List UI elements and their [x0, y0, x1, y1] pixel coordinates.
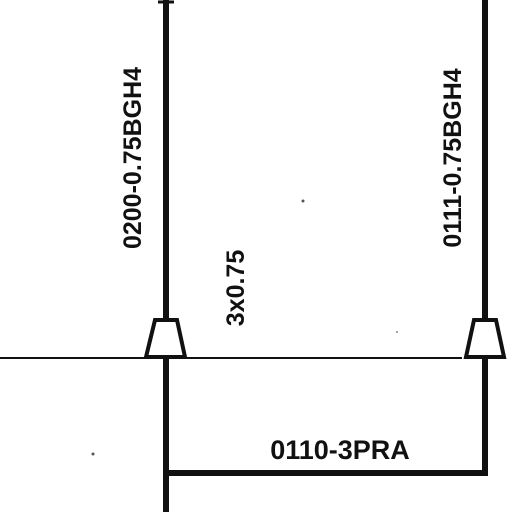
- left-wire-label: 0200-0.75BGH4: [119, 67, 147, 249]
- scan-speck: [396, 331, 398, 333]
- left-connector-symbol: [143, 318, 188, 359]
- scan-speck: [91, 452, 95, 456]
- scan-speck: [301, 199, 305, 203]
- right-wire-label: 0111-0.75BGH4: [439, 68, 467, 247]
- right-connector-symbol: [463, 318, 507, 359]
- bottom-link-label: 0110-3PRA: [270, 435, 410, 465]
- connector-spec-label: 3x0.75: [222, 250, 250, 327]
